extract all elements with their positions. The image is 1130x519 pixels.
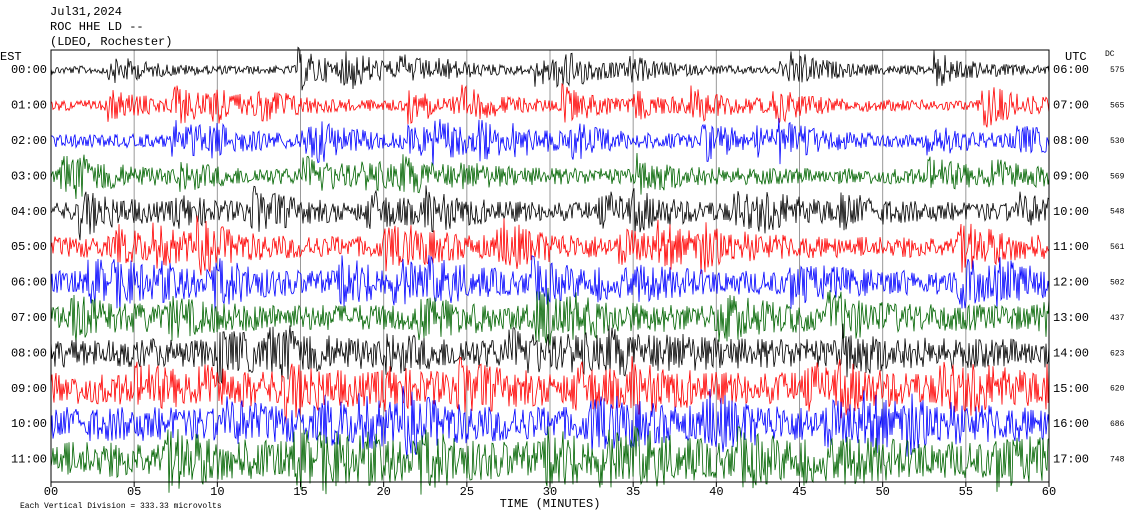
seismic-trace [50, 287, 1050, 346]
dc-value: 437 [1110, 314, 1125, 323]
seismic-trace [50, 386, 1050, 459]
date: Jul31,2024 [50, 5, 122, 19]
x-tick-label: 00 [44, 485, 58, 499]
right-time-label: 14:00 [1053, 346, 1089, 360]
right-time-label: 09:00 [1053, 169, 1089, 183]
right-time-label: 17:00 [1053, 453, 1089, 467]
left-time-label: 03:00 [11, 169, 47, 183]
dc-value: 623 [1110, 349, 1125, 358]
left-time-label: 01:00 [11, 99, 47, 113]
location: (LDEO, Rochester) [50, 35, 172, 49]
left-time-label: 07:00 [11, 311, 47, 325]
seismic-trace [50, 46, 1050, 91]
dc-value: 575 [1110, 66, 1125, 75]
dc-value: 530 [1110, 137, 1125, 146]
labels: 00 05 10 15 20 25 30 35 40 45 50 55 60 00:00 06:00 575 0… [11, 63, 1125, 499]
left-time-label: 11:00 [11, 453, 47, 467]
x-tick-label: 35 [626, 485, 640, 499]
left-time-label: 00:00 [11, 63, 47, 77]
seismic-trace [50, 185, 1050, 241]
dc-value: 548 [1110, 208, 1125, 217]
x-tick-label: 55 [959, 485, 973, 499]
seismic-trace [50, 118, 1050, 167]
dc-value: 569 [1110, 172, 1125, 181]
dc-title: DC [1105, 50, 1115, 59]
x-axis-label: TIME (MINUTES) [500, 497, 601, 511]
right-time-label: 07:00 [1053, 99, 1089, 113]
station: ROC HHE LD -- [50, 20, 144, 34]
right-time-label: 12:00 [1053, 276, 1089, 290]
x-tick-label: 60 [1042, 485, 1056, 499]
seismic-trace [50, 215, 1050, 276]
left-time-label: 10:00 [11, 417, 47, 431]
seismic-trace [50, 323, 1050, 385]
right-time-label: 06:00 [1053, 63, 1089, 77]
x-tick-label: 05 [127, 485, 141, 499]
left-time-label: 05:00 [11, 240, 47, 254]
x-tick-label: 30 [543, 485, 557, 499]
dc-value: 502 [1110, 279, 1125, 288]
seismic-trace [50, 152, 1050, 200]
x-tick-label: 25 [460, 485, 474, 499]
dc-value: 748 [1110, 456, 1125, 465]
seismic-trace [50, 82, 1050, 128]
left-time-label: 09:00 [11, 382, 47, 396]
right-time-label: 10:00 [1053, 205, 1089, 219]
traces [50, 46, 1050, 495]
seismic-trace [50, 356, 1050, 424]
dc-value: 620 [1110, 385, 1125, 394]
dc-value: 686 [1110, 420, 1125, 429]
seismic-trace [50, 426, 1050, 495]
x-tick-label: 10 [210, 485, 224, 499]
x-tick-label: 45 [792, 485, 806, 499]
grid [133, 50, 967, 482]
footnote: Each Vertical Division = 333.33 microvol… [20, 502, 222, 511]
right-axis-title: UTC [1065, 50, 1087, 64]
right-time-label: 08:00 [1053, 134, 1089, 148]
left-axis-title: EST [0, 50, 22, 64]
left-time-label: 08:00 [11, 346, 47, 360]
right-time-label: 11:00 [1053, 240, 1089, 254]
right-time-label: 15:00 [1053, 382, 1089, 396]
left-time-label: 02:00 [11, 134, 47, 148]
right-time-label: 16:00 [1053, 417, 1089, 431]
x-tick-label: 50 [875, 485, 889, 499]
x-tick-label: 20 [376, 485, 390, 499]
seismic-trace [50, 255, 1050, 312]
dc-value: 565 [1110, 102, 1125, 111]
dc-value: 561 [1110, 243, 1125, 252]
left-time-label: 06:00 [11, 276, 47, 290]
x-tick-label: 40 [709, 485, 723, 499]
right-time-label: 13:00 [1053, 311, 1089, 325]
x-tick-label: 15 [293, 485, 307, 499]
left-time-label: 04:00 [11, 205, 47, 219]
